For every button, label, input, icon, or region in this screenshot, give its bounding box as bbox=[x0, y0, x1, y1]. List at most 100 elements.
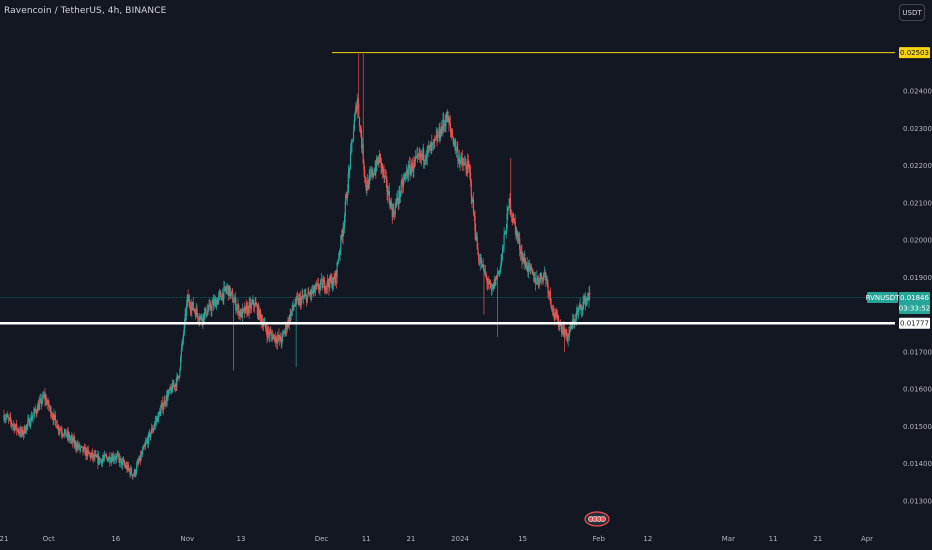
candle-body bbox=[266, 331, 268, 337]
candle-body bbox=[362, 144, 364, 163]
candle-body bbox=[585, 299, 587, 305]
candle-body bbox=[318, 288, 320, 290]
candle-body bbox=[250, 303, 253, 309]
candle-body bbox=[28, 418, 30, 427]
candle-body bbox=[361, 136, 363, 149]
candle-body bbox=[164, 400, 166, 405]
candle-body bbox=[492, 284, 494, 289]
candle-body bbox=[448, 117, 450, 124]
candle-body bbox=[245, 305, 247, 307]
candle-body bbox=[409, 164, 411, 175]
candle-body bbox=[357, 100, 359, 105]
candle-body bbox=[241, 308, 244, 318]
candle-body bbox=[408, 164, 411, 166]
candle-body bbox=[209, 303, 211, 305]
candle-body bbox=[251, 303, 253, 304]
candle-body bbox=[158, 412, 160, 414]
candle-body bbox=[575, 312, 577, 320]
candle-body bbox=[56, 427, 58, 429]
candle-body bbox=[25, 431, 27, 433]
candle-body bbox=[13, 424, 15, 426]
candle-body bbox=[544, 272, 546, 274]
candle-body bbox=[262, 324, 264, 327]
candle-body bbox=[429, 145, 431, 151]
candle-body bbox=[95, 454, 97, 456]
candle-body bbox=[222, 293, 224, 300]
candle-body bbox=[512, 218, 514, 222]
x-tick-label: 15 bbox=[518, 535, 527, 543]
candle-body bbox=[476, 236, 478, 249]
candle-body bbox=[515, 226, 517, 236]
y-tick-label: 0.01600 bbox=[903, 386, 932, 394]
candle-body bbox=[83, 447, 85, 452]
candle-body bbox=[517, 237, 519, 239]
candle-body bbox=[358, 117, 361, 127]
candle-body bbox=[565, 329, 567, 334]
candle-body bbox=[377, 159, 379, 164]
candle-body bbox=[33, 408, 36, 413]
candle-body bbox=[239, 311, 241, 317]
candle-body bbox=[134, 470, 136, 475]
candle-body bbox=[301, 295, 303, 299]
candle-body bbox=[82, 446, 84, 452]
candle-body bbox=[442, 119, 444, 130]
candle-body bbox=[498, 270, 500, 273]
y-tick-label: 0.01300 bbox=[903, 498, 932, 506]
candle-body bbox=[474, 216, 476, 231]
candle-body bbox=[173, 385, 175, 387]
candle-body bbox=[276, 341, 278, 344]
candle-body bbox=[548, 291, 551, 294]
candle-body bbox=[484, 271, 486, 273]
candle-body bbox=[217, 298, 219, 305]
candle-body bbox=[119, 458, 121, 464]
candle-body bbox=[472, 199, 474, 203]
candle-body bbox=[569, 330, 571, 336]
candle-body bbox=[124, 464, 126, 466]
candle-body bbox=[152, 429, 154, 432]
candle-body bbox=[337, 261, 339, 263]
candle-body bbox=[347, 173, 349, 193]
candle-body bbox=[32, 415, 34, 418]
candle-body bbox=[495, 276, 497, 286]
candle-body bbox=[51, 416, 54, 418]
candle-body bbox=[86, 449, 89, 457]
candle-body bbox=[570, 324, 572, 327]
last-price-tag bbox=[899, 291, 930, 314]
candle-body bbox=[141, 454, 143, 455]
candle-body bbox=[376, 158, 378, 164]
candle-body bbox=[36, 412, 38, 414]
candle-body bbox=[375, 168, 377, 171]
candle-body bbox=[171, 388, 173, 393]
candle-body bbox=[144, 445, 146, 447]
candle-body bbox=[559, 323, 561, 327]
candle-body bbox=[306, 295, 308, 303]
candle-body bbox=[427, 146, 429, 149]
candle-body bbox=[344, 201, 346, 216]
candle-body bbox=[201, 319, 203, 323]
y-tick-label: 0.01400 bbox=[903, 460, 932, 468]
candle-body bbox=[224, 286, 226, 290]
candle-body bbox=[161, 402, 163, 406]
candle-body bbox=[312, 286, 314, 291]
x-tick-label: Apr bbox=[861, 535, 873, 543]
currency-button[interactable]: USDT bbox=[899, 4, 925, 21]
candle-body bbox=[99, 459, 101, 463]
candle-body bbox=[494, 279, 496, 286]
candle-body bbox=[588, 292, 590, 301]
candle-body bbox=[441, 126, 443, 130]
candle-body bbox=[52, 417, 54, 421]
candle-body bbox=[434, 139, 436, 141]
candle-body bbox=[199, 316, 201, 320]
candle-body bbox=[170, 386, 172, 389]
candle-body bbox=[221, 297, 223, 301]
candle-body bbox=[236, 307, 238, 309]
candle-body bbox=[587, 299, 589, 301]
candle-body bbox=[354, 112, 356, 121]
candle-body bbox=[280, 341, 282, 344]
candle-body bbox=[455, 140, 457, 151]
candle-body bbox=[553, 308, 555, 317]
candle-body bbox=[370, 173, 373, 175]
candle-body bbox=[189, 305, 191, 310]
candle-body bbox=[172, 382, 174, 387]
